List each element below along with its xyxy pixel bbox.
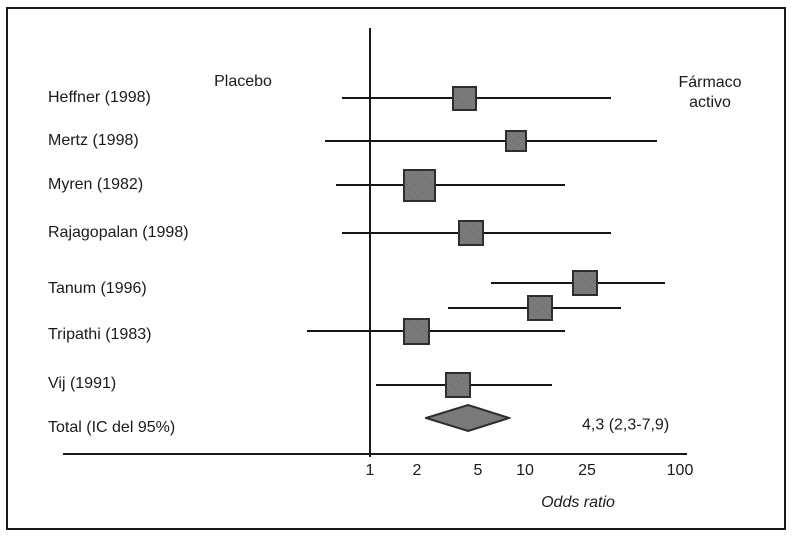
x-axis-line (63, 453, 687, 455)
y-axis-line (369, 28, 371, 457)
study-point-square (572, 270, 598, 296)
x-tick-label: 2 (412, 462, 422, 479)
total-estimate-text: 4,3 (2,3-7,9) (582, 416, 670, 434)
x-axis-title: Odds ratio (541, 494, 615, 511)
x-tick-label: 10 (516, 462, 534, 479)
study-point-square (445, 372, 471, 398)
ci-line (325, 140, 657, 142)
study-label: Rajagopalan (1998) (48, 223, 189, 241)
x-tick-label: 5 (473, 462, 483, 479)
total-diamond (425, 404, 511, 432)
figure-border (6, 7, 786, 530)
x-tick-label: 25 (578, 462, 596, 479)
study-point-square (403, 169, 436, 202)
x-tick-label: 1 (365, 462, 375, 479)
study-label: Mertz (1998) (48, 131, 139, 149)
study-label: Tanum (1996) (48, 279, 147, 297)
study-point-square (505, 130, 527, 152)
left-arm-header: Placebo (214, 73, 272, 90)
total-row-label: Total (IC del 95%) (48, 418, 176, 436)
study-point-square (403, 318, 430, 345)
x-tick-label: 100 (666, 462, 694, 479)
study-point-square (458, 220, 484, 246)
ci-line (336, 184, 565, 186)
right-arm-header: Fármaco activo (678, 74, 742, 111)
study-label: Heffner (1998) (48, 88, 151, 106)
study-label: Tripathi (1983) (48, 325, 152, 343)
study-point-square (452, 86, 477, 111)
study-point-square (527, 295, 553, 321)
study-label: Myren (1982) (48, 175, 144, 193)
ci-line (307, 330, 565, 332)
study-label: Vij (1991) (48, 374, 117, 392)
